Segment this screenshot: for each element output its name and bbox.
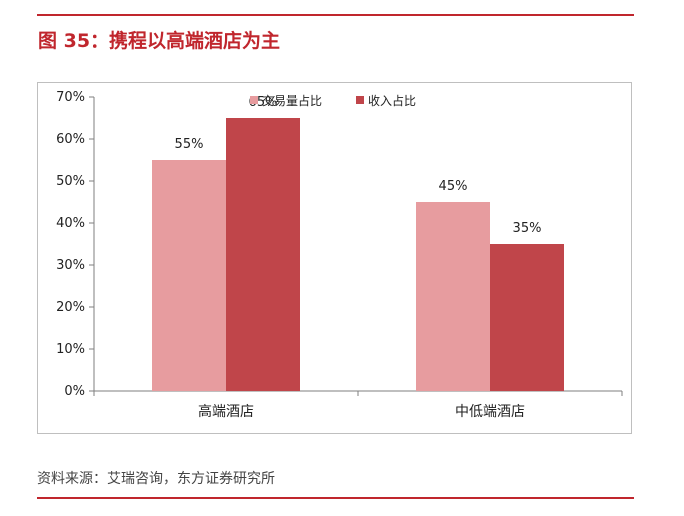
legend-swatch <box>356 96 364 104</box>
data-label: 55% <box>175 137 204 152</box>
source-note: 资料来源：艾瑞咨询，东方证券研究所 <box>37 471 275 487</box>
top-rule <box>37 14 634 16</box>
bar <box>226 118 300 391</box>
bar <box>152 160 226 391</box>
bar-labels: 55%65%45%35% <box>175 95 542 236</box>
x-axis: 高端酒店 中低端酒店 <box>93 390 623 420</box>
y-tick-label: 60% <box>56 132 85 147</box>
y-tick-label: 70% <box>56 90 85 105</box>
figure-title: 图 35：携程以高端酒店为主 <box>38 30 281 52</box>
legend-swatch <box>250 96 258 104</box>
y-tick-label: 0% <box>64 384 85 399</box>
y-tick-label: 20% <box>56 300 85 315</box>
legend: 交易量占比 收入占比 <box>250 93 416 108</box>
data-label: 35% <box>513 221 542 236</box>
y-tick-label: 50% <box>56 174 85 189</box>
legend-label: 收入占比 <box>368 93 416 108</box>
y-tick-label: 30% <box>56 258 85 273</box>
x-tick-label: 中低端酒店 <box>455 404 525 420</box>
y-axis: 0% 10% 20% 30% 40% 50% 60% 70% <box>56 90 95 399</box>
bar <box>490 244 564 391</box>
bottom-rule <box>37 497 634 499</box>
legend-label: 交易量占比 <box>262 93 322 108</box>
data-label: 45% <box>439 179 468 194</box>
bar <box>416 202 490 391</box>
y-tick-label: 10% <box>56 342 85 357</box>
chart-frame <box>37 82 632 434</box>
bars <box>152 118 564 391</box>
x-tick-label: 高端酒店 <box>198 403 254 420</box>
y-tick-label: 40% <box>56 216 85 231</box>
